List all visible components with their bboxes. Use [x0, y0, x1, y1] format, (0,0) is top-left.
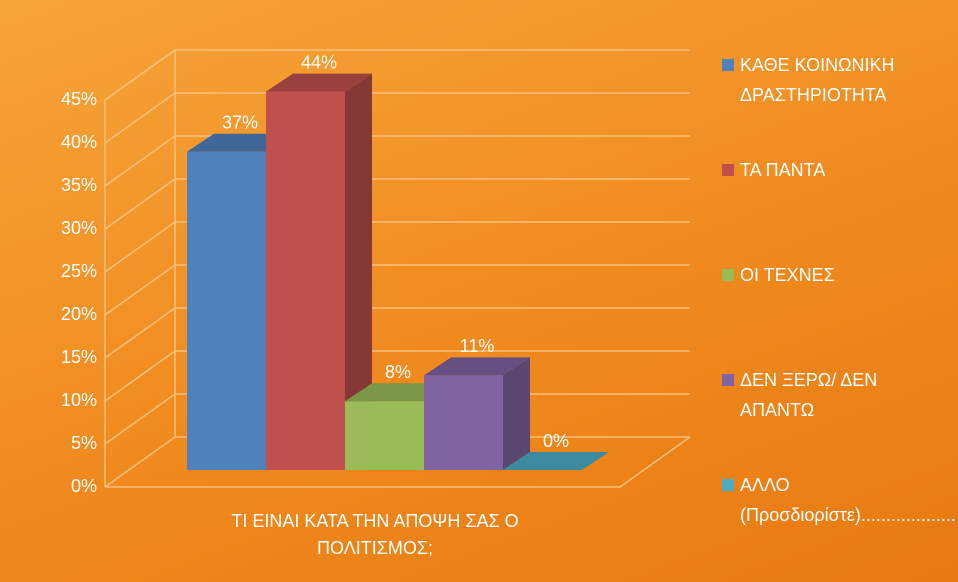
- legend-item: ΑΛΛΟ (Προσδιορίστε)...................: [722, 470, 956, 530]
- y-tick-label: 5%: [71, 433, 97, 453]
- y-tick-label: 45%: [61, 89, 97, 109]
- grid-line: [104, 307, 690, 359]
- legend-swatch: [722, 479, 734, 491]
- data-label: 8%: [385, 362, 411, 382]
- data-label: 37%: [222, 113, 258, 133]
- grid-line: [104, 49, 690, 101]
- data-label: 44%: [301, 52, 337, 72]
- legend-item: ΔΕΝ ΞΕΡΩ/ ΔΕΝ ΑΠΑΝΤΩ: [722, 365, 947, 425]
- data-label: 0%: [543, 431, 569, 451]
- y-tick-label: 35%: [61, 175, 97, 195]
- y-tick-label: 10%: [61, 390, 97, 410]
- bar-top: [266, 73, 372, 92]
- legend-swatch: [722, 374, 734, 386]
- bar-front: [345, 401, 424, 470]
- legend-label: ΑΛΛΟ (Προσδιορίστε)...................: [740, 475, 956, 525]
- axis-wall: [104, 49, 176, 487]
- legend-swatch: [722, 164, 734, 176]
- grid-line: [104, 92, 690, 144]
- bar-front: [266, 91, 345, 470]
- legend-swatch: [722, 59, 734, 71]
- bar-top: [503, 452, 609, 470]
- legend-label: ΟΙ ΤΕΧΝΕΣ: [740, 265, 835, 285]
- y-tick-label: 40%: [61, 132, 97, 152]
- legend-item: ΟΙ ΤΕΧΝΕΣ: [722, 260, 947, 290]
- legend-swatch: [722, 269, 734, 281]
- bar: [503, 452, 609, 470]
- legend-label: ΤΑ ΠΑΝΤΑ: [740, 160, 826, 180]
- y-tick-label: 30%: [61, 218, 97, 238]
- grid-line: [104, 221, 690, 273]
- data-label: 11%: [460, 336, 495, 356]
- y-tick-label: 20%: [61, 304, 97, 324]
- bar-side: [345, 73, 372, 470]
- legend-label: ΚΑΘΕ ΚΟΙΝΩΝΙΚΗ ΔΡΑΣΤΗΡΙΟΤΗΤΑ: [740, 55, 895, 105]
- bar-front: [187, 151, 266, 471]
- legend-item: ΤΑ ΠΑΝΤΑ: [722, 155, 947, 185]
- grid-line: [104, 135, 690, 187]
- legend-item: ΚΑΘΕ ΚΟΙΝΩΝΙΚΗ ΔΡΑΣΤΗΡΙΟΤΗΤΑ: [722, 50, 947, 110]
- grid-line: [104, 264, 690, 316]
- grid-line: [104, 178, 690, 230]
- bar-side: [503, 357, 530, 470]
- y-tick-label: 25%: [61, 261, 97, 281]
- category-label: ΤΙ ΕΙΝΑΙ ΚΑΤΑ ΤΗΝ ΑΠΟΨΗ ΣΑΣ Ο ΠΟΛΙΤΙΣΜΟΣ…: [231, 511, 519, 558]
- grid-line: [104, 350, 690, 402]
- bar: [424, 357, 530, 470]
- y-tick-label: 15%: [61, 347, 97, 367]
- bar: [266, 73, 372, 470]
- bar-top: [424, 357, 530, 376]
- bar-front: [424, 375, 503, 470]
- floor: [105, 436, 691, 488]
- y-tick-label: 0%: [71, 476, 97, 496]
- legend-label: ΔΕΝ ΞΕΡΩ/ ΔΕΝ ΑΠΑΝΤΩ: [740, 370, 878, 420]
